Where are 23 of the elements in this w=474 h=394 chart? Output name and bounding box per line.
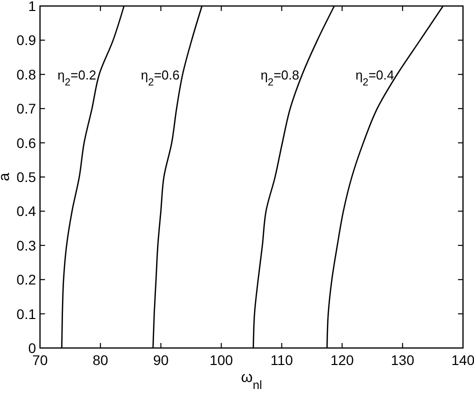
y-tick-label: 0.4 [16,203,36,220]
series-label: η$_{2}$=0.6 [140,67,180,88]
series-label: η$_{2}$=0.8 [260,67,300,88]
y-tick-label: 0.2 [16,272,36,288]
x-tick-label: 90 [153,352,169,368]
y-tick-label: 1 [28,0,36,14]
y-tick-label: 0.5 [16,169,36,185]
y-tick-label: 0.1 [16,306,36,322]
x-tick-label: 120 [330,352,354,368]
x-tick-label: 130 [390,352,414,368]
y-tick-label: 0.8 [16,66,36,82]
x-tick-label: 80 [92,352,108,368]
series-label: η$_{2}$=0.4 [355,67,394,88]
x-tick-label: 100 [210,352,234,368]
y-axis-title: a [0,172,13,182]
y-tick-label: 0.9 [16,32,36,48]
y-tick-label: 0.3 [16,237,36,254]
x-tick-label: 140 [451,352,474,368]
series-label: η$_{2}$=0.2 [58,67,96,88]
y-tick-label: 0.6 [16,134,36,151]
y-tick-label: 0.7 [16,100,36,117]
x-tick-label: 110 [270,352,294,368]
x-axis-title: ω$_{nl}$ [240,369,262,392]
